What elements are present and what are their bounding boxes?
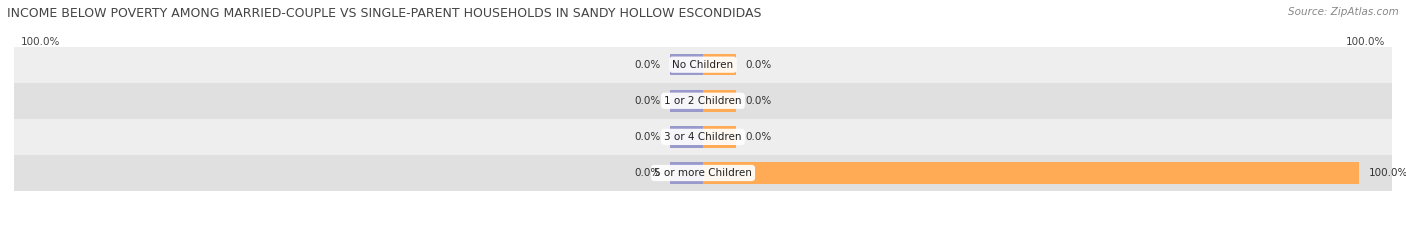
Text: INCOME BELOW POVERTY AMONG MARRIED-COUPLE VS SINGLE-PARENT HOUSEHOLDS IN SANDY H: INCOME BELOW POVERTY AMONG MARRIED-COUPL… [7, 7, 762, 20]
Bar [671, 54, 703, 75]
Text: 0.0%: 0.0% [634, 96, 661, 106]
Text: 0.0%: 0.0% [745, 60, 772, 70]
Text: 100.0%: 100.0% [1369, 168, 1406, 178]
Text: 0.0%: 0.0% [634, 60, 661, 70]
Text: 1 or 2 Children: 1 or 2 Children [664, 96, 742, 106]
Bar [14, 47, 1392, 83]
Bar [671, 162, 703, 184]
Bar [703, 90, 735, 112]
Bar [14, 83, 1392, 119]
Bar [703, 126, 735, 148]
Text: 0.0%: 0.0% [634, 132, 661, 142]
Text: 3 or 4 Children: 3 or 4 Children [664, 132, 742, 142]
Bar [14, 119, 1392, 155]
Bar [671, 90, 703, 112]
Bar [14, 155, 1392, 191]
Text: 0.0%: 0.0% [745, 96, 772, 106]
Bar [703, 162, 1360, 184]
Bar [703, 54, 735, 75]
Text: 5 or more Children: 5 or more Children [654, 168, 752, 178]
Text: 0.0%: 0.0% [634, 168, 661, 178]
Text: 100.0%: 100.0% [1346, 37, 1385, 47]
Text: Source: ZipAtlas.com: Source: ZipAtlas.com [1288, 7, 1399, 17]
Text: 100.0%: 100.0% [21, 37, 60, 47]
Text: No Children: No Children [672, 60, 734, 70]
Text: 0.0%: 0.0% [745, 132, 772, 142]
Bar [671, 126, 703, 148]
